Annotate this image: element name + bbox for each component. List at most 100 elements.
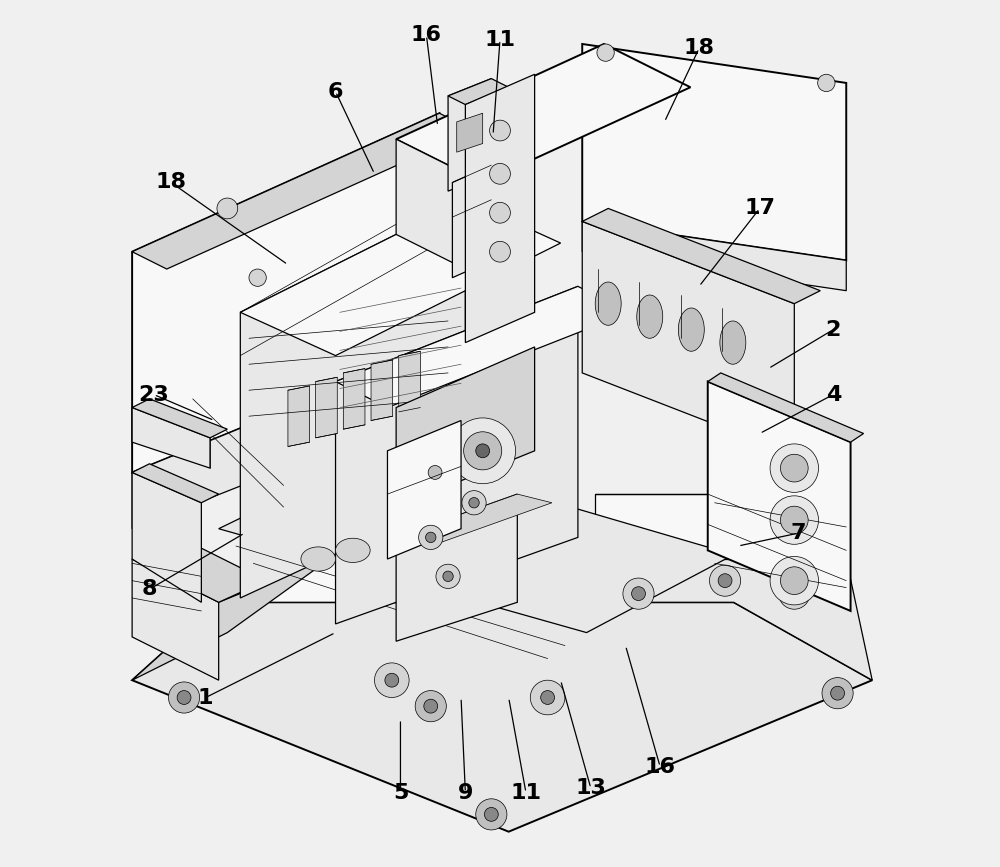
Polygon shape	[396, 140, 483, 277]
Circle shape	[484, 807, 498, 821]
Polygon shape	[132, 114, 474, 269]
Circle shape	[436, 564, 460, 589]
Polygon shape	[132, 473, 201, 603]
Text: 18: 18	[684, 38, 715, 58]
Circle shape	[787, 587, 801, 601]
Text: 16: 16	[411, 25, 442, 45]
Circle shape	[374, 663, 409, 698]
Polygon shape	[396, 494, 552, 546]
Polygon shape	[240, 199, 561, 355]
Text: 17: 17	[744, 199, 775, 218]
Polygon shape	[132, 538, 266, 603]
Text: 16: 16	[645, 757, 676, 777]
Circle shape	[424, 700, 438, 713]
Circle shape	[822, 678, 853, 708]
Circle shape	[419, 457, 451, 488]
Circle shape	[732, 538, 756, 563]
Polygon shape	[399, 351, 420, 412]
Text: 18: 18	[156, 173, 187, 192]
Polygon shape	[582, 221, 794, 455]
Polygon shape	[582, 44, 846, 260]
Circle shape	[450, 418, 516, 484]
Circle shape	[818, 75, 835, 92]
Ellipse shape	[301, 547, 336, 571]
Polygon shape	[396, 347, 535, 507]
Polygon shape	[371, 360, 393, 420]
Circle shape	[385, 674, 399, 688]
Circle shape	[597, 44, 614, 62]
Polygon shape	[132, 399, 227, 438]
Ellipse shape	[720, 321, 746, 364]
Circle shape	[462, 491, 486, 515]
Polygon shape	[396, 44, 690, 182]
Polygon shape	[288, 386, 310, 447]
Text: 13: 13	[575, 779, 606, 799]
Circle shape	[831, 687, 845, 701]
Text: 11: 11	[484, 29, 516, 49]
Polygon shape	[132, 559, 219, 681]
Polygon shape	[132, 347, 439, 529]
Circle shape	[476, 799, 507, 830]
Circle shape	[490, 241, 510, 262]
Circle shape	[490, 121, 510, 141]
Ellipse shape	[595, 282, 621, 325]
Circle shape	[426, 532, 436, 543]
Circle shape	[490, 202, 510, 223]
Circle shape	[217, 198, 238, 218]
Circle shape	[490, 163, 510, 184]
Ellipse shape	[336, 538, 370, 563]
Polygon shape	[336, 286, 578, 624]
Polygon shape	[316, 377, 337, 438]
Polygon shape	[595, 559, 872, 681]
Polygon shape	[465, 75, 535, 342]
Circle shape	[623, 578, 654, 610]
Circle shape	[779, 578, 810, 610]
Polygon shape	[219, 451, 734, 633]
Circle shape	[770, 557, 819, 605]
Circle shape	[476, 444, 490, 458]
Circle shape	[464, 432, 502, 470]
Polygon shape	[343, 368, 365, 429]
Circle shape	[415, 691, 446, 721]
Circle shape	[443, 571, 453, 582]
Circle shape	[541, 691, 555, 704]
Circle shape	[632, 587, 645, 601]
Polygon shape	[582, 208, 820, 303]
Circle shape	[770, 444, 819, 492]
Polygon shape	[387, 420, 461, 559]
Text: 1: 1	[198, 688, 213, 707]
Polygon shape	[219, 555, 846, 603]
Polygon shape	[396, 494, 517, 642]
Polygon shape	[448, 79, 491, 191]
Polygon shape	[582, 221, 846, 290]
Circle shape	[177, 691, 191, 704]
Circle shape	[770, 496, 819, 544]
Circle shape	[530, 681, 565, 714]
Polygon shape	[448, 79, 509, 105]
Text: 5: 5	[393, 783, 408, 803]
Text: 6: 6	[328, 81, 343, 101]
Text: 2: 2	[826, 320, 841, 340]
Circle shape	[718, 574, 732, 588]
Text: 23: 23	[138, 385, 169, 405]
Circle shape	[780, 567, 808, 595]
Text: 9: 9	[458, 783, 473, 803]
Circle shape	[419, 525, 443, 550]
Polygon shape	[457, 114, 483, 153]
Polygon shape	[132, 407, 210, 468]
Text: 4: 4	[826, 385, 841, 405]
Polygon shape	[132, 464, 219, 503]
Ellipse shape	[637, 295, 663, 338]
Polygon shape	[452, 165, 491, 277]
Text: 11: 11	[510, 783, 541, 803]
Polygon shape	[708, 381, 851, 611]
Polygon shape	[336, 286, 630, 407]
Circle shape	[469, 498, 479, 508]
Circle shape	[709, 565, 741, 596]
Ellipse shape	[678, 308, 704, 351]
Polygon shape	[240, 199, 465, 598]
Circle shape	[780, 454, 808, 482]
Polygon shape	[132, 555, 336, 681]
Text: 7: 7	[791, 523, 806, 543]
Polygon shape	[132, 114, 439, 473]
